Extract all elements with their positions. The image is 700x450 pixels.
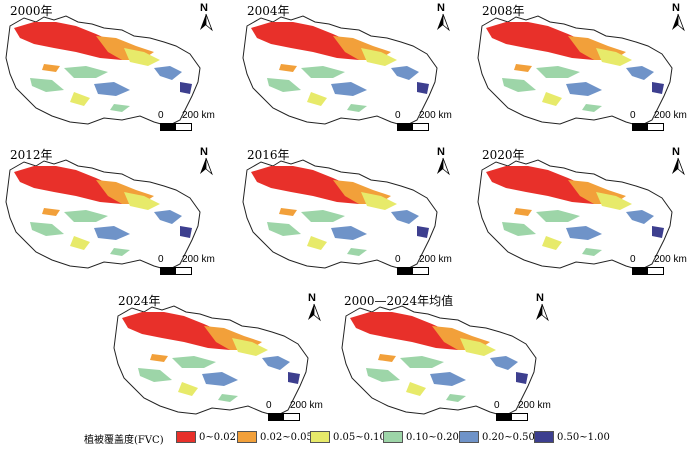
map-panel-2000: 2000年 N 0 200 km [4, 2, 226, 142]
panel-title: 2012年 [10, 148, 53, 162]
map-panel-2012: 2012年 N 0 200 km [4, 146, 226, 286]
scale-bar: 0 200 km [490, 400, 560, 426]
north-arrow-icon: N [196, 2, 216, 32]
legend-item: 0.05~0.10 [310, 431, 386, 443]
panel-title: 2024年 [118, 294, 161, 308]
north-arrow-icon: N [196, 146, 216, 176]
legend-item: 0.02~0.05 [237, 431, 313, 443]
north-arrow-icon: N [304, 292, 324, 322]
north-arrow-icon: N [668, 2, 688, 32]
panel-title: 2020年 [482, 148, 525, 162]
legend-title: 植被覆盖度(FVC) [84, 435, 164, 446]
scale-bar: 0 200 km [626, 110, 696, 136]
north-arrow-icon: N [433, 146, 453, 176]
legend-item: 0.50~1.00 [534, 431, 610, 443]
map-panel-2008: 2008年 N 0 200 km [476, 2, 698, 142]
legend-item: 0.10~0.20 [383, 431, 459, 443]
panel-title: 2000年 [10, 4, 53, 18]
panel-title: 2004年 [247, 4, 290, 18]
scale-bar: 0 200 km [391, 110, 461, 136]
legend-item: 0.20~0.50 [459, 431, 535, 443]
scale-bar: 0 200 km [391, 254, 461, 280]
panel-title: 2016年 [247, 148, 290, 162]
map-panel-2020: 2020年 N 0 200 km [476, 146, 698, 286]
panel-title: 2000—2024年均值 [344, 294, 454, 308]
map-panel-2024: 2024年 N 0 200 km [112, 292, 334, 432]
map-panel-2004: 2004年 N 0 200 km [241, 2, 463, 142]
north-arrow-icon: N [433, 2, 453, 32]
scale-bar: 0 200 km [626, 254, 696, 280]
map-panel-2016: 2016年 N 0 200 km [241, 146, 463, 286]
panel-title: 2008年 [482, 4, 525, 18]
scale-bar: 0 200 km [262, 400, 332, 426]
north-arrow-icon: N [532, 292, 552, 322]
scale-bar: 0 200 km [154, 110, 224, 136]
legend-item: 0~0.02 [176, 431, 236, 443]
north-arrow-icon: N [668, 146, 688, 176]
legend: 植被覆盖度(FVC) 0~0.02 0.02~0.05 0.05~0.10 0.… [84, 430, 644, 448]
map-panel-mean: 2000—2024年均值 N 0 200 km [340, 292, 562, 432]
scale-bar: 0 200 km [154, 254, 224, 280]
